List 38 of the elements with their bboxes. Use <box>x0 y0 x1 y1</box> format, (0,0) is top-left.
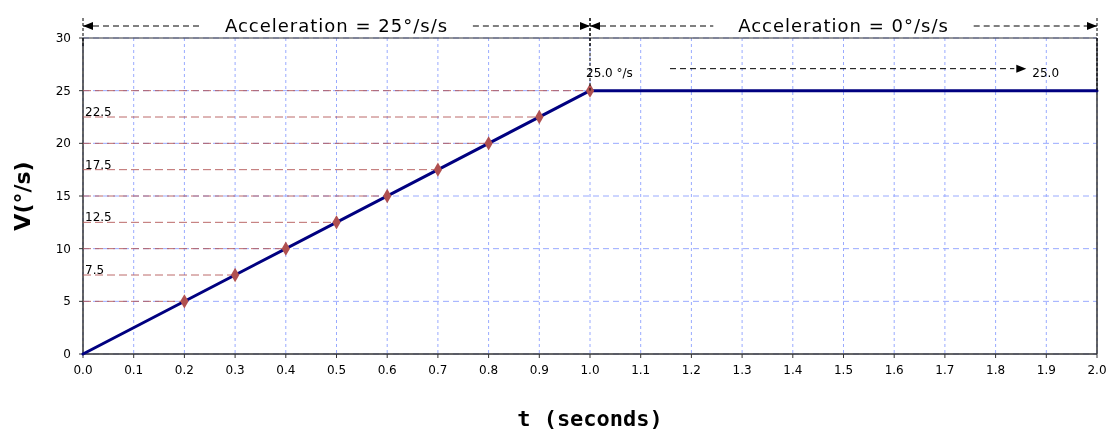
y-tick-label: 0 <box>63 347 71 361</box>
ref-line-label: 7.5 <box>85 263 105 277</box>
x-tick-label: 1.5 <box>833 363 854 377</box>
y-tick-label: 25 <box>55 83 71 98</box>
annotation: 25.0 °/s <box>586 65 633 80</box>
y-tick-label: 30 <box>55 31 71 45</box>
x-tick-label: 0.4 <box>276 363 296 377</box>
text: Acceleration = 0°/s/s <box>738 15 949 36</box>
x-tick-label: 1.8 <box>986 363 1006 377</box>
x-tick-label: 0.0 <box>73 363 93 377</box>
x-tick-label: 0.2 <box>174 363 194 377</box>
ref-line-label: 22.5 <box>85 105 112 119</box>
y-axis-title: V(°/s) <box>10 161 35 231</box>
x-tick-label: 0.5 <box>326 363 347 377</box>
x-tick-label: 0.9 <box>529 363 549 377</box>
ref-line-label: 12.5 <box>85 210 112 225</box>
x-tick-label: 1.0 <box>580 363 600 377</box>
x-tick-label: 1.7 <box>935 363 955 377</box>
x-tick-label: 1.1 <box>631 363 651 377</box>
y-tick-label: 5 <box>63 294 71 309</box>
y-tick-label: 20 <box>55 136 71 151</box>
y-tick-label: 15 <box>55 189 71 203</box>
x-tick-label: 1.3 <box>732 363 752 377</box>
x-tick-label: 0.1 <box>124 363 144 377</box>
x-tick-label: 1.6 <box>884 363 904 377</box>
x-tick-label: 0.7 <box>428 363 448 377</box>
x-tick-label: 1.4 <box>783 363 803 377</box>
x-tick-label: 1.9 <box>1036 363 1056 377</box>
x-axis-title: t (seconds) <box>517 406 663 431</box>
annotation: 25.0 <box>1032 65 1060 80</box>
x-tick-label: 0.6 <box>377 363 397 377</box>
y-tick-label: 10 <box>55 241 71 256</box>
text: Acceleration = 25°/s/s <box>224 15 449 36</box>
x-tick-label: 0.3 <box>225 363 245 377</box>
ref-line-label: 17.5 <box>85 157 112 172</box>
x-tick-label: 2.0 <box>1087 363 1107 377</box>
x-tick-label: 1.2 <box>681 363 701 377</box>
x-tick-label: 0.8 <box>479 363 499 377</box>
